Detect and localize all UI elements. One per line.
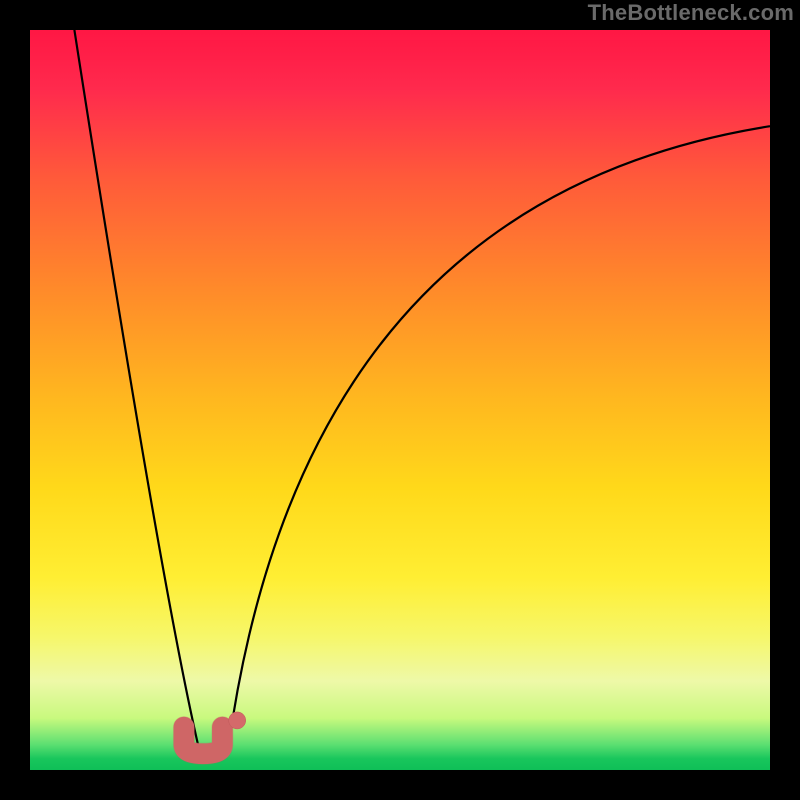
min-blob-dot xyxy=(229,712,246,729)
gradient-background xyxy=(30,30,770,770)
watermark-text: TheBottleneck.com xyxy=(588,0,794,26)
chart-root: TheBottleneck.com xyxy=(0,0,800,800)
bottleneck-chart xyxy=(0,0,800,800)
